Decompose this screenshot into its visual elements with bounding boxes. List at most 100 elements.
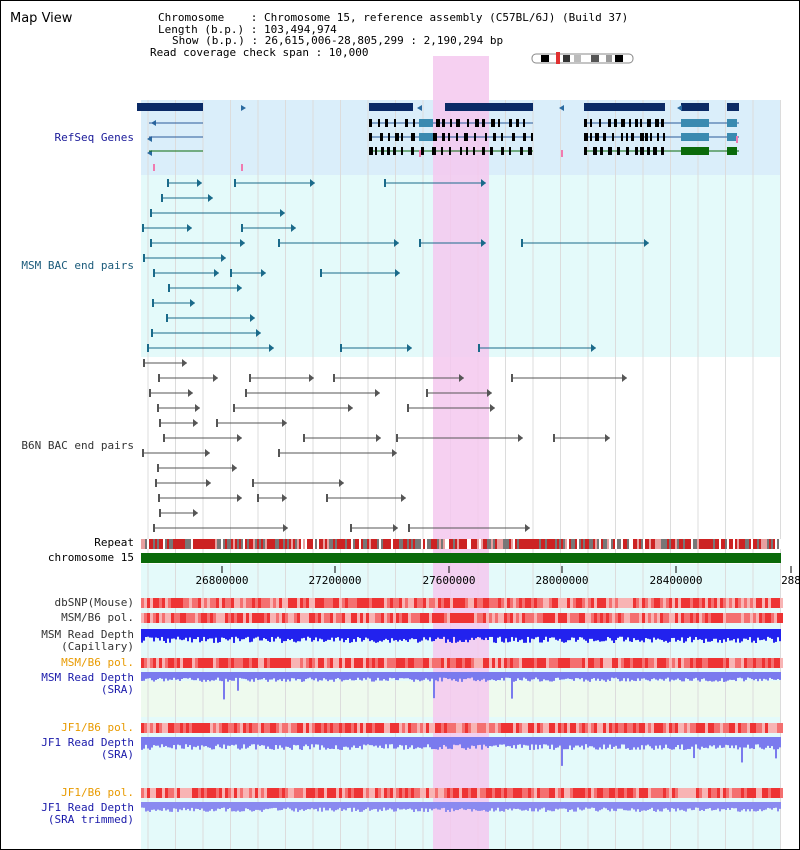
msm-capillary-depth	[605, 629, 607, 641]
jf1-trim-depth	[299, 802, 301, 811]
jf1-pol-heat	[369, 723, 372, 733]
msm-capillary-depth	[609, 629, 611, 639]
msm-pol-heat	[732, 613, 735, 623]
jf1-trim-depth	[311, 802, 313, 809]
msm-capillary-depth	[257, 629, 259, 637]
msm-sra-depth	[445, 672, 447, 678]
jf1-pol2-heat	[510, 788, 513, 798]
repeat-mark	[193, 539, 195, 549]
msm-sra-depth	[257, 672, 259, 680]
msm-capillary-depth	[533, 629, 535, 640]
msm-bac-end	[190, 299, 195, 307]
msm-bac-end	[419, 239, 421, 247]
region-info: Chromosome : Chromosome 15, reference as…	[150, 12, 628, 58]
b6n-bac-end	[232, 464, 237, 472]
msm-pol2-heat	[153, 658, 156, 668]
jf1-pol2-heat	[240, 788, 243, 798]
repeat-mark	[509, 539, 511, 549]
msm-pol2-heat	[642, 658, 645, 668]
msm-sra-depth	[299, 672, 301, 680]
repeat-mark	[717, 539, 719, 549]
msm-pol-heat	[675, 613, 678, 623]
msm-pol2-heat	[267, 658, 270, 668]
msm-sra-depth	[761, 672, 763, 681]
jf1-pol-heat	[177, 723, 180, 733]
msm-pol2-heat	[369, 658, 372, 668]
msm-capillary-depth	[525, 629, 527, 643]
msm-pol2-heat	[213, 658, 216, 668]
jf1-sra-depth	[655, 737, 657, 746]
jf1-trim-depth	[725, 802, 727, 811]
jf1-trim-depth	[219, 802, 221, 810]
msm-capillary-depth	[619, 629, 621, 637]
jf1-sra-depth	[497, 737, 499, 748]
dbsnp-heat	[744, 598, 747, 608]
dbsnp-heat	[519, 598, 522, 608]
msm-pol-heat	[207, 613, 210, 623]
jf1-sra-depth	[393, 737, 395, 749]
gene-utr	[681, 147, 709, 155]
jf1-sra-depth	[495, 737, 497, 746]
dbsnp-heat	[624, 598, 627, 608]
dbsnp-heat	[507, 598, 510, 608]
repeat-mark	[235, 539, 237, 549]
msm-pol2-heat	[405, 658, 408, 668]
dbsnp-heat	[525, 598, 528, 608]
msm-capillary-depth	[169, 629, 171, 643]
jf1-sra-depth	[203, 737, 205, 747]
msm-capillary-depth	[263, 629, 265, 639]
msm-pol-heat	[696, 613, 699, 623]
jf1-sra-depth	[479, 737, 481, 745]
jf1-pol-heat	[585, 723, 588, 733]
msm-capillary-depth	[415, 629, 417, 639]
msm-sra-depth	[563, 672, 565, 680]
gene-block	[445, 103, 533, 111]
msm-pol-heat	[711, 613, 714, 623]
msm-pol2-heat	[225, 658, 228, 668]
jf1-pol-heat	[450, 723, 453, 733]
dbsnp-heat	[189, 598, 192, 608]
msm-pol2-heat	[696, 658, 699, 668]
dbsnp-heat	[456, 598, 459, 608]
jf1-sra-depth	[445, 737, 447, 747]
jf1-pol-heat	[192, 723, 195, 733]
jf1-trim-depth	[351, 802, 353, 812]
msm-pol2-heat	[651, 658, 654, 668]
repeat-mark	[173, 539, 175, 549]
repeat-mark	[383, 539, 385, 549]
jf1-sra-depth	[211, 737, 213, 750]
repeat-mark	[585, 539, 587, 549]
msm-sra-depth	[163, 672, 165, 682]
jf1-sra-depth	[449, 737, 451, 749]
ruler-tick-label: 288	[781, 574, 800, 587]
exon	[456, 133, 458, 141]
jf1-pol2-heat	[213, 788, 216, 798]
msm-pol-heat	[468, 613, 471, 623]
jf1-trim-depth	[619, 802, 621, 809]
jf1-trim-depth	[177, 802, 179, 812]
dbsnp-heat	[570, 598, 573, 608]
jf1-pol2-heat	[219, 788, 222, 798]
jf1-pol-heat	[546, 723, 549, 733]
msm-pol-heat	[648, 613, 651, 623]
repeat-mark	[549, 539, 551, 549]
b6n-bac-end	[408, 524, 410, 532]
jf1-pol2-heat	[363, 788, 366, 798]
dbsnp-heat	[672, 598, 675, 608]
msm-pol-heat	[537, 613, 540, 623]
msm-capillary-depth	[575, 629, 577, 642]
repeat-mark	[161, 539, 163, 549]
jf1-sra-depth	[295, 737, 297, 746]
jf1-pol-heat	[207, 723, 210, 733]
msm-pol2-heat	[663, 658, 666, 668]
refseq-tick	[419, 150, 421, 157]
repeat-mark	[677, 539, 679, 549]
jf1-trim-depth	[277, 802, 279, 811]
jf1-trim-depth	[409, 802, 411, 809]
jf1-pol2-heat	[297, 788, 300, 798]
b6n-bac-end	[459, 374, 464, 382]
msm-capillary-depth	[315, 629, 317, 638]
msm-pol-heat	[285, 613, 288, 623]
msm-pol2-heat	[207, 658, 210, 668]
dbsnp-heat	[249, 598, 252, 608]
